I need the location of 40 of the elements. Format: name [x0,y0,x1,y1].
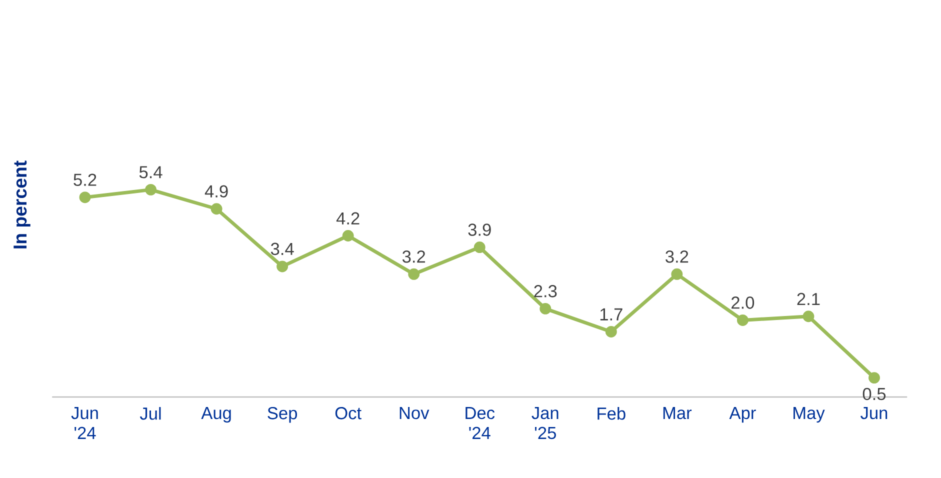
point [408,268,420,280]
data-label: 1.7 [600,308,622,320]
point [474,242,486,253]
data-label: 2.0 [732,296,754,309]
x-tick-label: Jun '24 [71,407,98,439]
x-tick-label: Dec '24 [466,407,495,439]
data-label: 2.3 [534,285,557,298]
data-label: 0.5 [862,388,886,400]
data-label: 3.2 [666,250,688,263]
point [210,203,222,215]
x-tick-label: Sep [268,407,297,423]
x-tick-label: Nov [400,407,430,420]
x-tick-label: Jan '25 [532,407,558,440]
point [540,302,552,314]
point [671,268,683,280]
data-label: 5.2 [74,174,96,186]
point [605,326,617,338]
x-tick-label: Feb [598,407,626,420]
data-label: 5.4 [139,166,162,178]
x-tick-label: Jun [860,407,888,420]
data-label: 4.9 [204,185,228,198]
point [736,314,748,326]
point [868,372,880,384]
x-tick-label: Mar [663,407,692,420]
data-label: 3.2 [402,250,426,263]
data-label: 3.9 [468,224,491,236]
x-tick-label: Jul [140,407,161,420]
point [802,310,814,322]
x-tick-label: Oct [335,407,362,420]
x-tick-label: May [794,407,825,423]
data-label: 4.2 [336,212,360,224]
x-tick-label: Apr [729,407,756,423]
x-tick-label: Aug [201,407,231,423]
point [145,184,157,196]
y-axis-title: In percent [14,160,30,248]
point [276,260,288,272]
data-label: 3.4 [270,242,294,256]
point [342,230,354,242]
data-label: 2.1 [797,292,820,305]
point [79,192,91,204]
